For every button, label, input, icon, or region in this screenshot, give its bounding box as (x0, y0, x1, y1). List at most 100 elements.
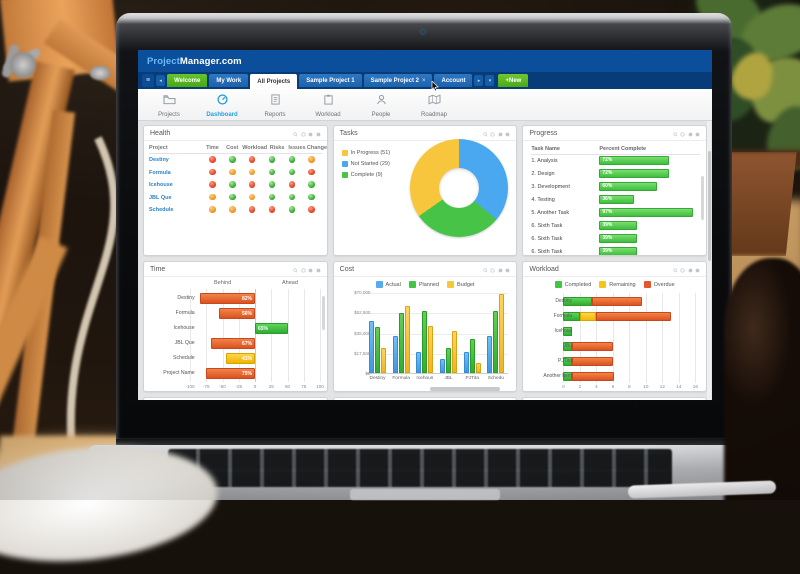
magnifier-icon[interactable] (483, 126, 488, 142)
cost-bar-planned (493, 310, 499, 373)
panel-title: Health (150, 129, 171, 137)
project-tab[interactable]: Account (434, 74, 473, 87)
legend-item: Remaining (599, 281, 636, 288)
legend-swatch (643, 281, 651, 288)
status-dot-red (248, 206, 256, 213)
legend-swatch (375, 281, 383, 288)
tab-list-dropdown-icon[interactable]: ▾ (485, 75, 495, 86)
dot-icon[interactable] (316, 126, 321, 142)
cost-bar-actual (416, 352, 422, 373)
ring-icon[interactable] (301, 126, 306, 142)
progress-bar: 60% (599, 182, 658, 191)
x-tick-label: 0 (253, 384, 257, 389)
progress-row: 3. Development 60% (531, 180, 696, 193)
project-name-link[interactable]: JBL Que (149, 194, 172, 201)
magnifier-icon[interactable] (483, 262, 488, 278)
status-dot-red (308, 206, 315, 213)
ring-icon[interactable] (490, 262, 495, 278)
x-category-label: Icehous (416, 376, 434, 381)
health-table: Project Time Cost Workload Risks Issues Change… (149, 143, 327, 217)
project-tab[interactable]: Sample Project 2 × (363, 74, 433, 87)
project-name-link[interactable]: Formula (149, 169, 171, 176)
toolbar-item-reports[interactable]: Reports (256, 92, 294, 118)
time-bar-row: 41% (190, 353, 320, 364)
x-tick-label: -25 (235, 384, 243, 389)
page-scrollbar[interactable] (707, 121, 711, 400)
map-icon (427, 92, 441, 110)
tab-scroll-left-icon[interactable]: ◂ (156, 75, 166, 86)
cost-bar-group (463, 339, 481, 373)
project-name-link[interactable]: Icehouse (149, 182, 173, 189)
magnifier-icon[interactable] (293, 126, 298, 142)
ring-icon[interactable] (301, 262, 306, 278)
project-name-link[interactable]: Schedule (149, 207, 174, 214)
dot-icon[interactable] (695, 126, 700, 142)
health-column-header: Cost (226, 145, 239, 151)
legend-swatch (599, 281, 607, 288)
panel-h-scrollbar[interactable] (429, 387, 500, 391)
panel-controls (293, 126, 321, 142)
cost-bar-budget (381, 347, 386, 373)
projectmanager-logo[interactable]: ProjectManager.com (147, 55, 242, 67)
close-tab-icon[interactable]: × (421, 77, 426, 84)
toolbar-item-roadmap[interactable]: Roadmap (415, 92, 453, 118)
panel-title: Cost (339, 265, 355, 273)
status-dot-red (268, 206, 276, 213)
panel-scrollbar[interactable] (701, 176, 705, 220)
ring-icon[interactable] (680, 126, 685, 142)
dot-icon[interactable] (498, 126, 503, 142)
cost-bar-actual (463, 352, 469, 373)
ring-icon[interactable] (680, 262, 685, 278)
tab-scroll-right-icon[interactable]: ▸ (474, 75, 484, 86)
status-dot-green (229, 156, 236, 163)
project-tab[interactable]: Welcome (167, 74, 208, 87)
dot-icon[interactable] (505, 126, 510, 142)
dot-icon[interactable] (316, 262, 321, 278)
dot-icon[interactable] (688, 126, 693, 142)
workload-segment-overdue (571, 342, 613, 351)
dot-icon[interactable] (308, 262, 313, 278)
workload-bar-row (563, 327, 695, 336)
toolbar-item-people[interactable]: People (362, 92, 400, 118)
status-dot-orange (229, 206, 236, 213)
magnifier-icon[interactable] (672, 126, 678, 142)
x-tick-label: 25 (268, 384, 274, 389)
toolbar-item-projects[interactable]: Projects (150, 92, 188, 118)
new-button[interactable]: +New (498, 74, 529, 87)
x-tick-label: 10 (643, 384, 649, 389)
folder-icon (162, 92, 176, 110)
dot-icon[interactable] (688, 262, 693, 278)
toolbar-item-workload[interactable]: Workload (309, 92, 347, 118)
progress-bar: 36% (599, 195, 635, 204)
time-bar-row: 82% (190, 293, 320, 304)
progress-bar: 72% (599, 169, 669, 178)
time-bar-row: 75% (190, 368, 320, 379)
panel-scrollbar[interactable] (321, 296, 325, 330)
project-tab[interactable]: Sample Project 1 (299, 74, 362, 87)
magnifier-icon[interactable] (672, 262, 678, 278)
progress-row: 2. Design 72% (531, 167, 696, 180)
status-dot-orange (209, 206, 216, 213)
time-bar: 65% (255, 323, 288, 334)
toolbar-item-dashboard[interactable]: Dashboard (203, 92, 241, 118)
workload-segment-remaining (579, 312, 597, 321)
x-tick-label: 2 (578, 384, 582, 389)
dot-icon[interactable] (505, 262, 510, 278)
status-dot-red (248, 156, 256, 163)
magnifier-icon[interactable] (293, 262, 298, 278)
status-cell (282, 168, 302, 178)
cost-bar-budget (452, 331, 457, 373)
project-name-link[interactable]: Destiny (149, 157, 169, 164)
gridline (579, 293, 581, 383)
project-tab[interactable]: All Projects (250, 74, 298, 89)
progress-bar-zone: 72% (599, 156, 696, 165)
menu-icon[interactable]: ≡ (142, 74, 155, 87)
dot-icon[interactable] (498, 262, 503, 278)
dot-icon[interactable] (308, 126, 313, 142)
ring-icon[interactable] (490, 126, 495, 142)
gridline (222, 289, 224, 382)
project-tab[interactable]: My Work (209, 74, 249, 87)
cost-bar-budget (404, 305, 410, 373)
dot-icon[interactable] (695, 262, 700, 278)
y-tick-label: $35,000 (354, 330, 371, 336)
